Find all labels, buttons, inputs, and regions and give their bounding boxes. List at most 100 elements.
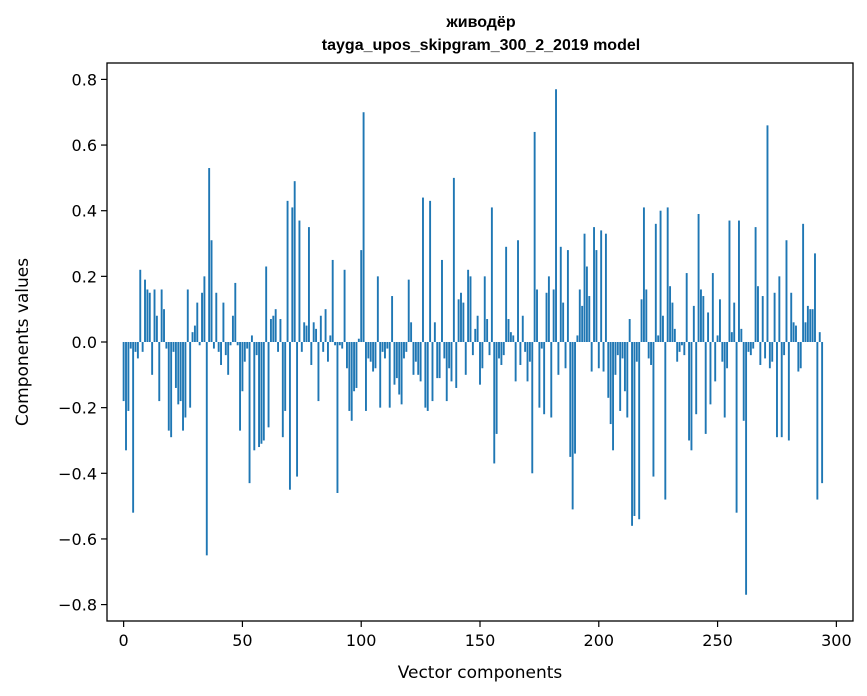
bar — [543, 342, 546, 415]
bar — [310, 342, 313, 365]
bar — [445, 342, 448, 402]
bar — [493, 342, 496, 464]
bar — [600, 230, 603, 342]
bar — [802, 223, 805, 342]
bar — [146, 289, 149, 342]
bar — [714, 342, 717, 382]
bar — [669, 286, 672, 342]
bar — [647, 342, 650, 359]
bar — [393, 342, 396, 385]
bar — [172, 342, 175, 352]
y-tick-label: −0.4 — [58, 464, 97, 483]
bar — [208, 168, 211, 342]
chart-title: живодёр — [445, 14, 515, 31]
bar — [602, 342, 605, 372]
x-tick-label: 150 — [465, 631, 496, 650]
bar — [481, 342, 484, 369]
bar — [400, 342, 403, 405]
bar — [650, 342, 653, 365]
bar — [814, 253, 816, 342]
bar — [429, 200, 432, 342]
bar — [386, 342, 389, 349]
bar — [792, 322, 795, 342]
bar — [298, 220, 301, 342]
bar — [246, 342, 249, 349]
bar — [671, 302, 674, 342]
bar — [374, 342, 377, 369]
bar — [272, 315, 275, 342]
bar — [766, 125, 769, 342]
bar — [315, 328, 318, 342]
bar — [747, 342, 750, 352]
bar — [524, 342, 527, 352]
bar — [588, 296, 591, 342]
bar — [312, 322, 315, 342]
bar — [348, 342, 351, 411]
bar — [184, 342, 187, 418]
bar — [583, 233, 586, 342]
bar — [697, 213, 700, 342]
bar — [616, 342, 619, 356]
bar — [151, 342, 154, 375]
bar — [329, 335, 332, 342]
x-tick-label: 0 — [119, 631, 129, 650]
bar — [376, 276, 379, 342]
bar — [367, 342, 370, 359]
bar — [559, 246, 562, 342]
bar — [761, 296, 764, 342]
bar — [661, 315, 664, 342]
bar — [286, 200, 289, 342]
y-tick-label: −0.8 — [58, 596, 97, 615]
bar — [479, 342, 481, 385]
bar — [450, 342, 453, 382]
bar — [134, 342, 137, 352]
bar — [821, 342, 824, 484]
bar — [664, 342, 667, 500]
bar — [502, 342, 505, 356]
bar — [571, 342, 574, 510]
bar — [452, 177, 455, 342]
bar — [153, 289, 156, 342]
bar — [509, 332, 512, 342]
bar — [464, 342, 467, 375]
bar — [476, 315, 479, 342]
bar — [645, 289, 648, 342]
bar — [436, 342, 439, 379]
bar — [410, 322, 413, 342]
bar — [448, 342, 451, 369]
bar — [806, 305, 809, 342]
x-tick-label: 250 — [702, 631, 733, 650]
bar — [783, 342, 786, 356]
bar — [621, 342, 624, 359]
bar — [811, 309, 814, 342]
bar — [127, 342, 130, 411]
bar — [129, 342, 132, 349]
bar — [212, 342, 215, 349]
bar — [690, 342, 693, 451]
bar — [764, 342, 767, 359]
bar — [759, 342, 762, 365]
bar — [500, 342, 503, 365]
bar — [728, 220, 731, 342]
bar — [125, 342, 127, 451]
bar — [787, 342, 790, 441]
bar — [799, 342, 802, 369]
bar — [519, 342, 522, 365]
bar — [768, 342, 771, 369]
plot-frame — [106, 62, 854, 622]
bar — [652, 342, 655, 477]
bar — [193, 325, 196, 342]
bar — [776, 342, 778, 438]
bar — [462, 302, 465, 342]
bar — [642, 207, 645, 342]
bar — [362, 112, 365, 342]
bar — [334, 342, 337, 346]
bar — [317, 342, 320, 402]
x-tick-label: 300 — [821, 631, 852, 650]
bar — [555, 89, 557, 343]
bar — [738, 220, 740, 342]
bar — [407, 279, 410, 342]
bar — [369, 342, 372, 362]
bar — [633, 342, 636, 516]
bar — [623, 342, 626, 392]
